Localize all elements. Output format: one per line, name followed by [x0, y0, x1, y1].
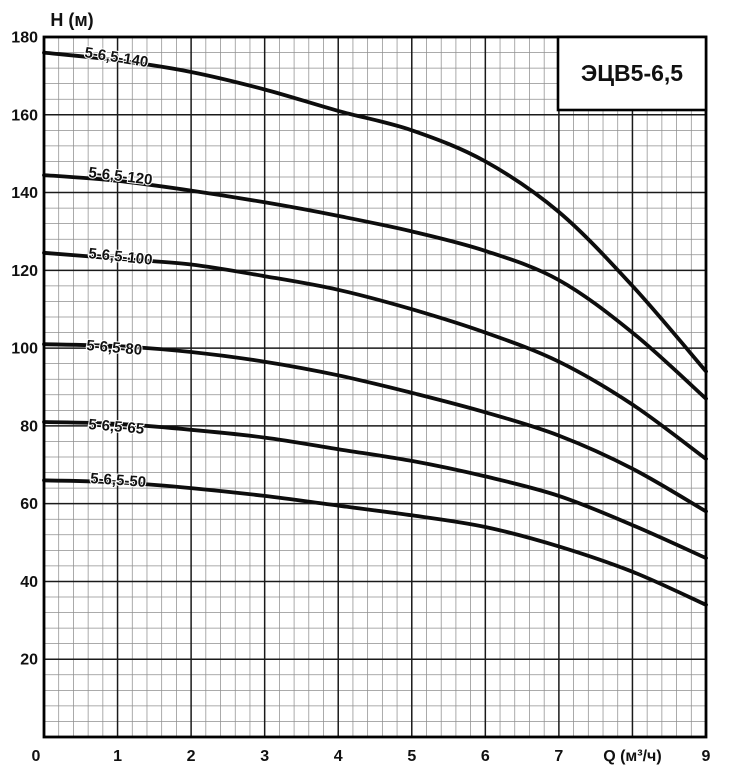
- chart-title: ЭЦВ5-6,5: [581, 60, 683, 86]
- curve-label-5-6,5-65: 5-6,5-65: [88, 416, 145, 438]
- y-tick-label-80: 80: [20, 418, 38, 435]
- x-tick-label-5: 5: [407, 748, 416, 765]
- x-axis-title: Q (м³/ч): [603, 748, 661, 765]
- curve-label-5-6,5-120: 5-6,5-120: [88, 164, 154, 189]
- grid-minor-lines: [44, 37, 706, 737]
- x-tick-label-9: 9: [702, 748, 711, 765]
- y-tick-label-100: 100: [11, 341, 38, 358]
- curve-label-5-6,5-100: 5-6,5-100: [88, 245, 154, 269]
- y-tick-label-20: 20: [20, 652, 38, 669]
- y-tick-label-60: 60: [20, 496, 38, 513]
- pump-curve-5-6,5-80: [42, 342, 708, 514]
- axis-labels: 180 160 140 120 100 80 60 40 20 0 1 2 3 4 5 6 7 9 H (м) Q (…: [11, 10, 710, 765]
- x-tick-label-3: 3: [260, 748, 269, 765]
- pump-curve-5-6,5-65: [42, 420, 708, 560]
- curve-label-5-6,5-80: 5-6,5-80: [86, 337, 143, 359]
- x-tick-label-4: 4: [334, 748, 343, 765]
- y-tick-label-160: 160: [11, 107, 38, 124]
- pump-curve-5-6,5-100: [42, 250, 708, 461]
- y-tick-label-40: 40: [20, 574, 38, 591]
- x-tick-label-6: 6: [481, 748, 490, 765]
- x-tick-label-0: 0: [32, 748, 41, 765]
- x-tick-label-7: 7: [554, 748, 563, 765]
- y-tick-label-140: 140: [11, 185, 38, 202]
- plot-border: [42, 35, 708, 739]
- title-box: ЭЦВ5-6,5: [556, 35, 708, 112]
- curve-labels: 5-6,5-140 5-6,5-120 5-6,5-100 5-6,5-80 5-6,5…: [82, 43, 154, 492]
- pump-curve-5-6,5-50: [42, 478, 708, 607]
- curve-label-5-6,5-50: 5-6,5-50: [90, 470, 147, 491]
- x-tick-label-2: 2: [187, 748, 196, 765]
- x-tick-label-1: 1: [113, 748, 122, 765]
- y-axis-title: H (м): [50, 10, 93, 30]
- title-box-rect: [556, 35, 708, 112]
- y-tick-label-180: 180: [11, 30, 38, 47]
- pump-curve-5-6,5-140: [42, 50, 708, 374]
- y-tick-label-120: 120: [11, 263, 38, 280]
- curve-label-5-6,5-140: 5-6,5-140: [83, 44, 149, 71]
- plot-border-rect: [42, 35, 708, 739]
- pump-curve-5-6,5-120: [42, 173, 708, 401]
- pump-curves: [42, 50, 708, 607]
